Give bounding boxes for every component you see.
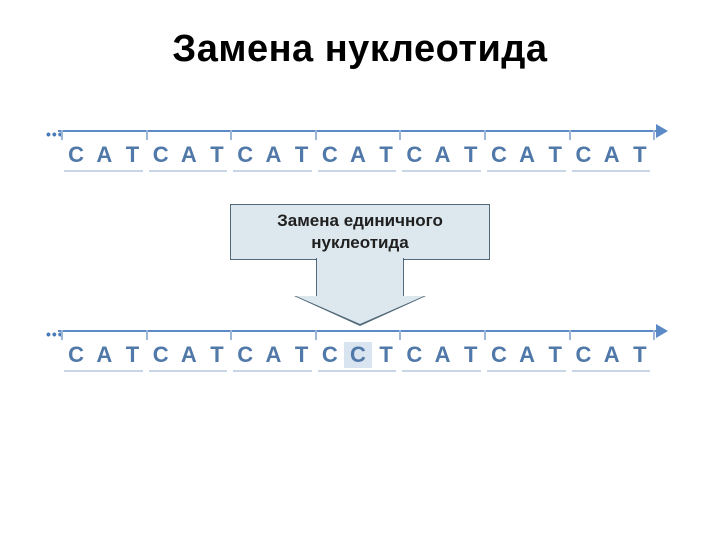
nucleotide: T — [118, 342, 146, 368]
nucleotide: C — [62, 342, 90, 368]
codon-underline — [318, 370, 397, 372]
nucleotide: A — [513, 342, 541, 368]
codon-underline — [149, 370, 228, 372]
nucleotide: C — [231, 142, 259, 168]
nucleotide: A — [428, 342, 456, 368]
codon-underline — [572, 170, 651, 172]
nucleotide: T — [541, 342, 569, 368]
tick-mark — [484, 330, 486, 340]
codon-underline — [402, 170, 481, 172]
tick-mark — [146, 330, 148, 340]
nucleotide: A — [175, 342, 203, 368]
substitution-label-box: Замена единичного нуклеотида — [230, 204, 490, 260]
nucleotide: T — [541, 142, 569, 168]
tick-mark — [61, 330, 63, 340]
tick-mark — [484, 130, 486, 140]
nucleotide: A — [90, 142, 118, 168]
nucleotide: C — [569, 342, 597, 368]
tick-mark — [399, 330, 401, 340]
codon-underline — [572, 370, 651, 372]
nucleotide: A — [598, 142, 626, 168]
nucleotide: A — [598, 342, 626, 368]
tick-mark — [230, 330, 232, 340]
tick-mark — [569, 330, 571, 340]
nucleotide: T — [372, 142, 400, 168]
nucleotide: T — [457, 342, 485, 368]
nucleotide: C — [400, 142, 428, 168]
nucleotide: T — [203, 342, 231, 368]
arrow-right-icon — [656, 124, 668, 138]
codon-underline — [149, 170, 228, 172]
nucleotide: T — [288, 342, 316, 368]
codon-underline — [64, 370, 143, 372]
nucleotide: C — [485, 342, 513, 368]
nucleotide-row-original: CATCATCATCATCATCATCAT — [62, 142, 654, 168]
tick-mark — [653, 330, 655, 340]
tick-mark — [315, 330, 317, 340]
nucleotide: T — [626, 342, 654, 368]
nucleotide: A — [259, 342, 287, 368]
codon-underline — [487, 170, 566, 172]
nucleotide: C — [569, 142, 597, 168]
nucleotide: A — [175, 142, 203, 168]
codon-underline — [64, 170, 143, 172]
nucleotide: A — [428, 142, 456, 168]
codon-underline — [402, 370, 481, 372]
label-line1: Замена единичного — [277, 211, 443, 230]
nucleotide: A — [259, 142, 287, 168]
nucleotide: C — [62, 142, 90, 168]
codon-underline — [487, 370, 566, 372]
nucleotide: T — [626, 142, 654, 168]
nucleotide-row-mutated: CATCATCATCCTCATCATCAT — [62, 342, 654, 368]
nucleotide: T — [118, 142, 146, 168]
arrow-down-icon — [316, 258, 404, 298]
nucleotide: C — [485, 142, 513, 168]
tick-mark — [399, 130, 401, 140]
nucleotide: C — [400, 342, 428, 368]
tick-mark — [230, 130, 232, 140]
nucleotide: T — [457, 142, 485, 168]
nucleotide: C — [147, 142, 175, 168]
page-title: Замена нуклеотида — [0, 0, 720, 71]
nucleotide: T — [372, 342, 400, 368]
nucleotide: C — [344, 342, 372, 368]
tick-mark — [569, 130, 571, 140]
codon-underline — [233, 170, 312, 172]
codon-underline — [233, 370, 312, 372]
nucleotide: A — [513, 142, 541, 168]
nucleotide: C — [316, 142, 344, 168]
label-line2: нуклеотида — [311, 233, 408, 252]
nucleotide: T — [288, 142, 316, 168]
nucleotide: C — [231, 342, 259, 368]
tick-mark — [315, 130, 317, 140]
nucleotide: A — [344, 142, 372, 168]
codon-underline — [318, 170, 397, 172]
tick-mark — [653, 130, 655, 140]
arrow-right-icon — [656, 324, 668, 338]
nucleotide: C — [316, 342, 344, 368]
nucleotide: C — [147, 342, 175, 368]
nucleotide: A — [90, 342, 118, 368]
tick-mark — [61, 130, 63, 140]
tick-mark — [146, 130, 148, 140]
nucleotide: T — [203, 142, 231, 168]
